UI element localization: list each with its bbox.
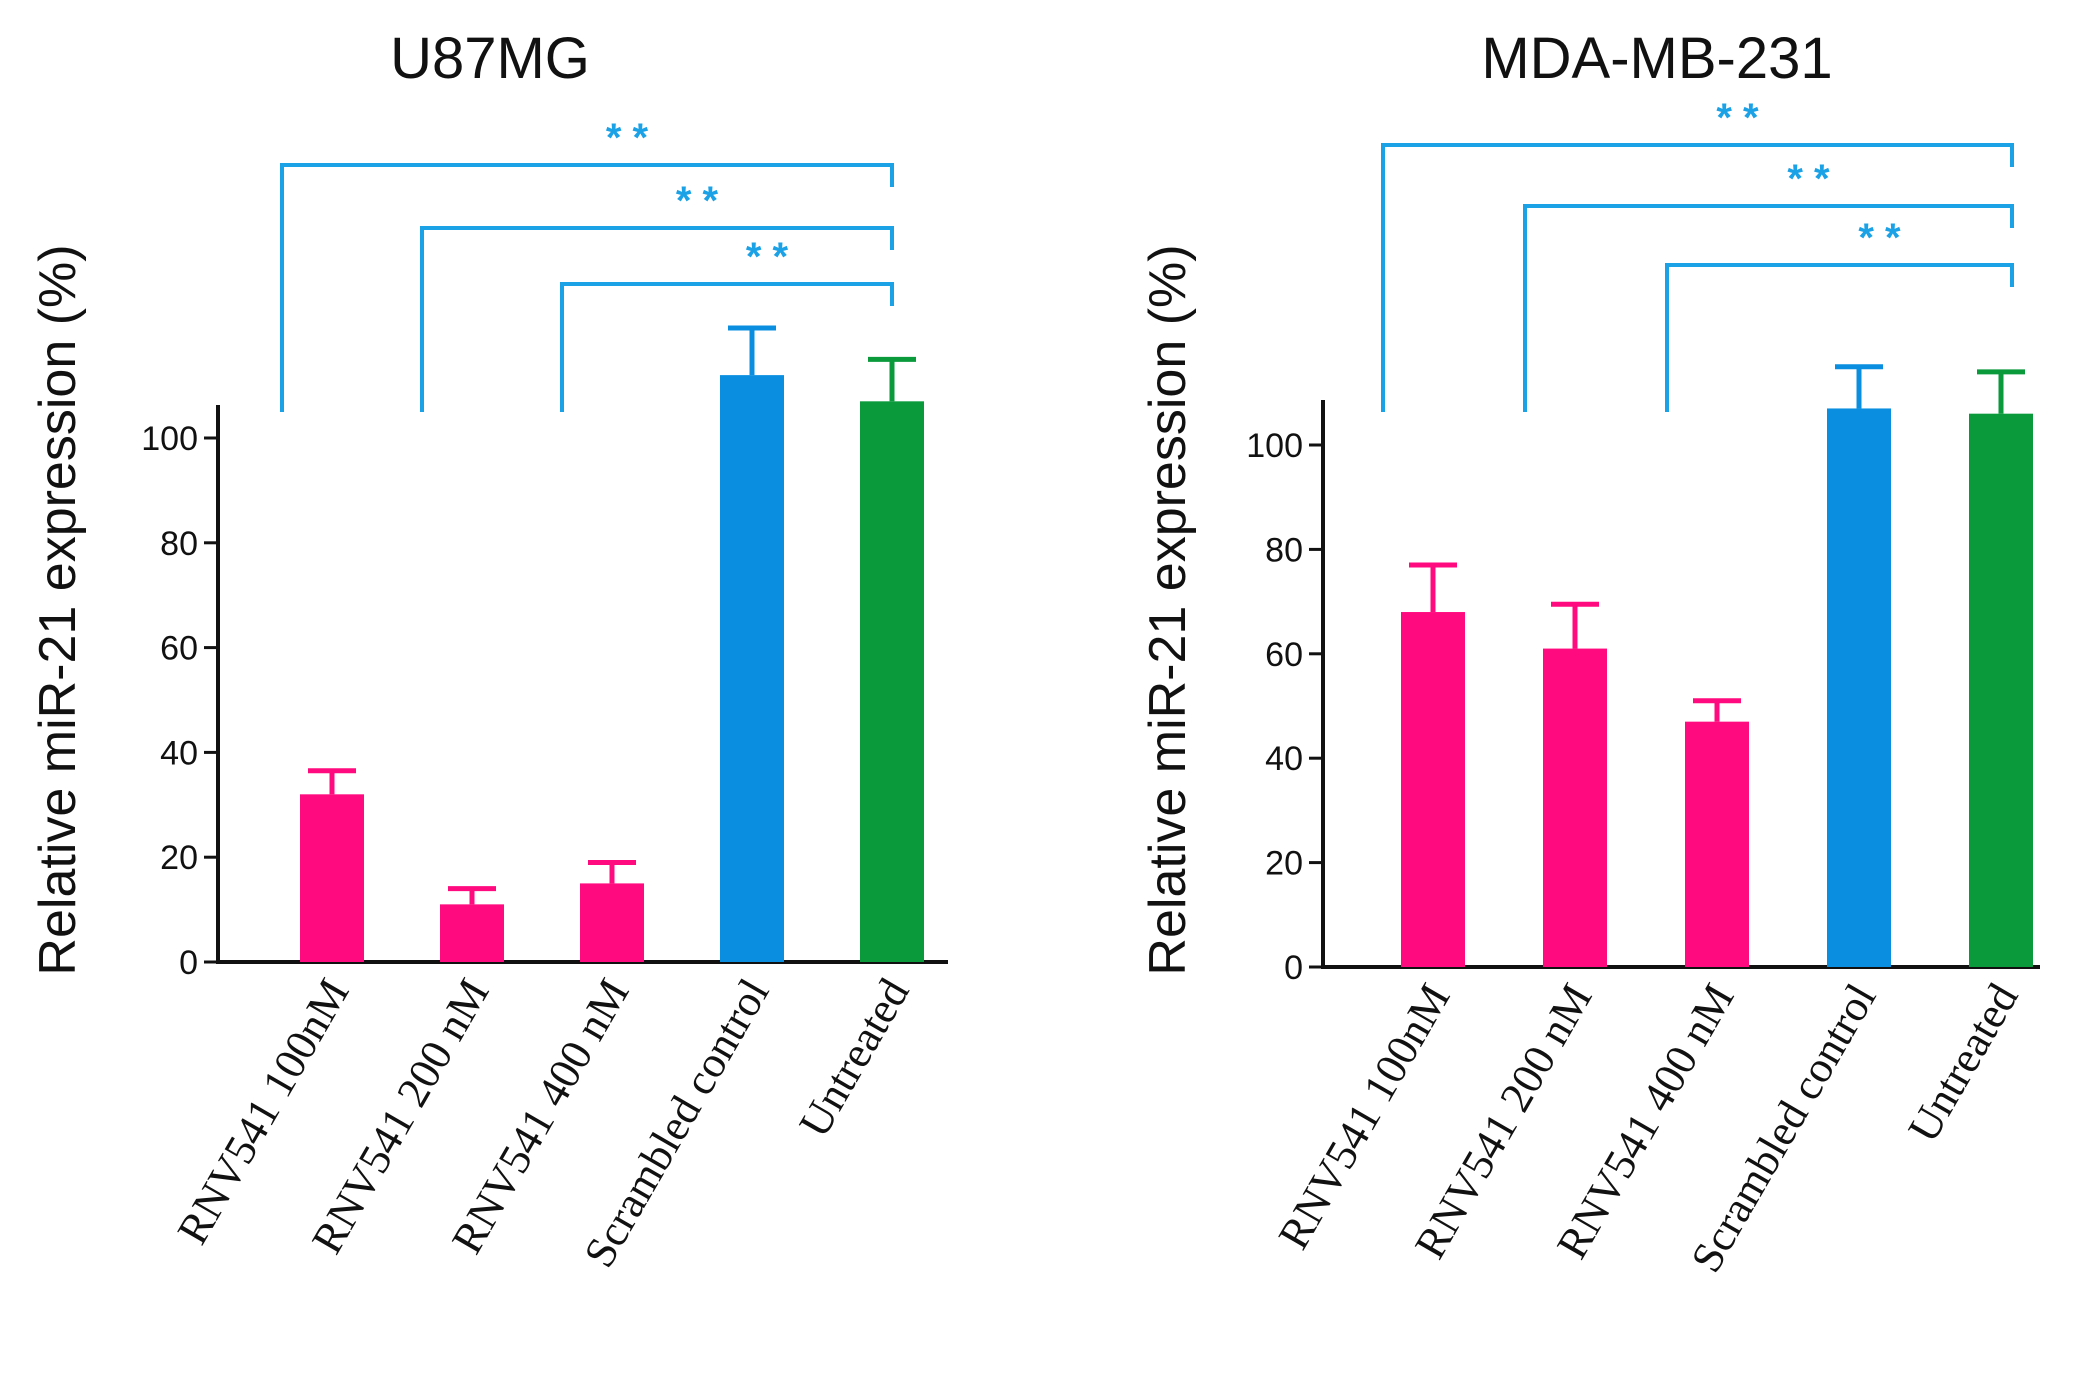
bar-rnv541-200-nm: [1543, 648, 1607, 967]
y-axis-label: Relative miR-21 expression (%): [29, 244, 87, 975]
y-tick-label: 20: [160, 839, 198, 877]
bar-rnv541-100nm: [1401, 612, 1465, 967]
bar-untreated: [1969, 413, 2033, 967]
y-axis-label: Relative miR-21 expression (%): [1139, 244, 1197, 975]
significance-stars: * *: [1858, 216, 1901, 260]
significance-bracket: [280, 163, 894, 412]
significance-bracket: [560, 282, 894, 412]
significance-bracket: [1523, 204, 2014, 412]
y-tick-label: 20: [1265, 845, 1303, 883]
y-tick-label: 40: [1265, 740, 1303, 778]
significance-stars: * *: [1787, 157, 1830, 201]
bar-rnv541-200-nm: [440, 904, 504, 962]
y-tick-label: 40: [160, 734, 198, 772]
y-tick-label: 100: [1246, 427, 1303, 465]
chart-panel-mda-mb-231: MDA-MB-231 Relative miR-21 expression (%)…: [1139, 26, 2040, 1280]
y-tick-label: 0: [1284, 949, 1303, 987]
significance-bracket: [420, 226, 894, 412]
bar-rnv541-100nm: [300, 794, 364, 962]
chart-title: U87MG: [390, 26, 590, 91]
bar-rnv541-400-nm: [580, 883, 644, 962]
bar-scrambled-control: [1827, 408, 1891, 968]
x-tick-label-untreated: Untreated: [789, 971, 918, 1146]
significance-stars: * *: [746, 235, 789, 279]
chart-panel-u87mg: U87MG Relative miR-21 expression (%) 0 20 40…: [29, 26, 948, 1275]
bar-untreated: [860, 401, 924, 962]
significance-stars: * *: [1716, 96, 1759, 140]
y-tick-label: 80: [1265, 531, 1303, 569]
bar-scrambled-control: [720, 375, 784, 962]
significance-bracket: [1381, 143, 2014, 412]
y-tick-label: 60: [1265, 636, 1303, 674]
y-tick-label: 0: [179, 944, 198, 982]
y-tick-label: 80: [160, 525, 198, 563]
x-tick-label-untreated: Untreated: [1898, 976, 2027, 1151]
bar-rnv541-400-nm: [1685, 721, 1749, 967]
significance-bracket: [1665, 263, 2014, 412]
y-tick-label: 60: [160, 630, 198, 668]
significance-stars: * *: [676, 179, 719, 223]
y-tick-label: 100: [141, 420, 198, 458]
significance-stars: * *: [606, 116, 649, 160]
chart-title: MDA-MB-231: [1481, 26, 1832, 91]
